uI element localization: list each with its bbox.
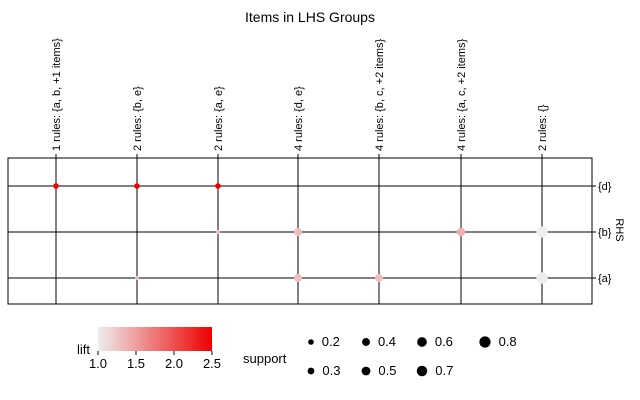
- support-legend-label: 0.6: [435, 334, 453, 349]
- support-legend-point: [479, 336, 491, 348]
- data-point: [135, 276, 139, 280]
- support-legend-label: 0.2: [322, 334, 340, 349]
- x-tick-label: 2 rules: {a, e}: [213, 86, 225, 151]
- support-legend-label: 0.4: [378, 334, 396, 349]
- support-legend-point: [362, 338, 370, 346]
- chart-title: Items in LHS Groups: [245, 9, 375, 25]
- data-point: [456, 227, 466, 237]
- y-axis-title: RHS: [613, 218, 625, 241]
- x-tick-label: 4 rules: {b, c, +2 items}: [374, 38, 386, 151]
- lift-legend-title: lift: [77, 342, 90, 357]
- support-legend-label: 0.7: [435, 363, 453, 378]
- support-legend-point: [361, 366, 371, 376]
- support-legend-label: 0.8: [499, 334, 517, 349]
- y-tick-label: {d}: [598, 181, 612, 193]
- data-point: [375, 274, 383, 282]
- support-legend-point: [308, 339, 314, 345]
- x-tick-label: 4 rules: {a, c, +2 items}: [456, 38, 468, 151]
- data-point: [53, 183, 59, 189]
- data-point: [215, 183, 221, 189]
- lift-legend-label: 2.5: [203, 356, 221, 371]
- data-point: [294, 228, 302, 236]
- x-axis-labels: 1 rules: {a, b, +1 items} 2 rules: {b, e}…: [51, 38, 549, 158]
- data-point: [536, 226, 548, 238]
- lift-legend-label: 1.0: [89, 356, 107, 371]
- lift-legend-label: 2.0: [165, 356, 183, 371]
- support-legend-label: 0.3: [322, 363, 340, 378]
- lift-legend-label: 1.5: [127, 356, 145, 371]
- y-tick-label: {a}: [598, 273, 612, 285]
- plot-frame: [7, 157, 593, 305]
- data-point: [134, 183, 140, 189]
- support-legend-title: support: [243, 351, 287, 366]
- lift-color-bar: [98, 327, 212, 351]
- y-axis-labels: {d} {b} {a}: [592, 181, 612, 285]
- x-tick-label: 1 rules: {a, b, +1 items}: [51, 38, 63, 151]
- x-tick-label: 2 rules: {b, e}: [132, 86, 144, 151]
- support-legend-label: 0.5: [378, 363, 396, 378]
- support-legend-point: [417, 337, 427, 347]
- x-tick-label: 4 rules: {d, e}: [293, 86, 305, 151]
- data-point: [216, 230, 220, 234]
- data-point: [536, 272, 548, 284]
- support-legend-point: [416, 365, 428, 377]
- y-tick-label: {b}: [598, 227, 612, 239]
- support-legend-point: [307, 367, 315, 375]
- x-tick-label: 2 rules: {}: [537, 104, 549, 151]
- plot-area: [7, 157, 593, 305]
- data-point: [294, 274, 302, 282]
